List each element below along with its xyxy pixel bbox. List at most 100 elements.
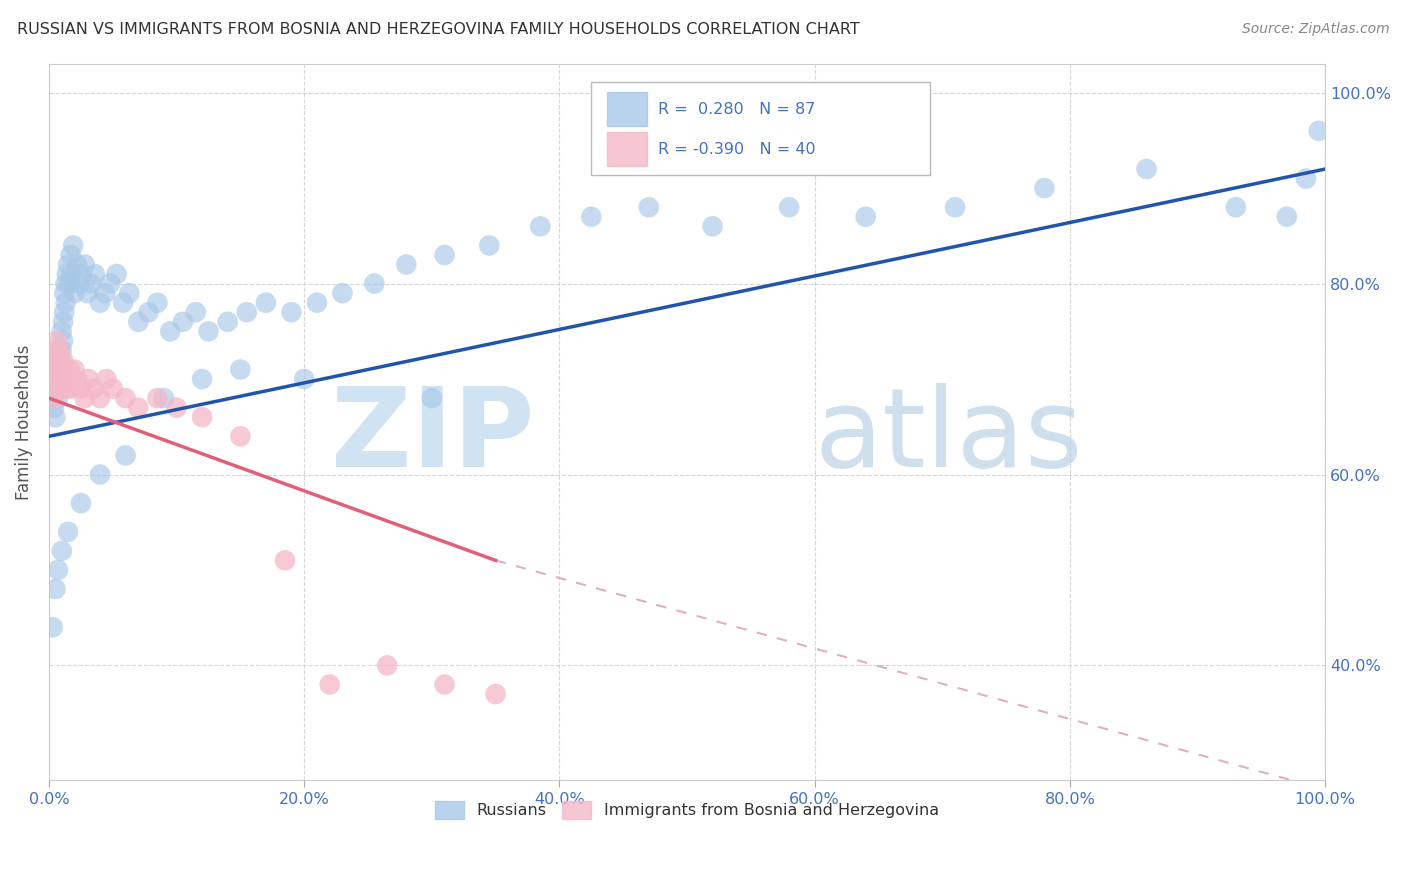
Point (51, 343, 73, 358)
Point (89, 467, 111, 482)
Point (146, 391, 169, 405)
Point (56, 267, 79, 281)
Point (73, 258, 96, 272)
Point (73, 391, 96, 405)
Bar (606, 132, 648, 167)
FancyBboxPatch shape (592, 82, 929, 175)
Point (55, 277, 77, 291)
Point (46, 563, 69, 577)
Point (69, 277, 91, 291)
Point (70, 382, 93, 396)
Point (56, 372, 79, 386)
Point (1033, 181, 1056, 195)
Point (80, 277, 103, 291)
Point (49, 382, 72, 396)
Point (42, 620, 65, 634)
Point (63, 362, 86, 376)
Point (42, 391, 65, 405)
Point (1225, 200, 1247, 214)
Point (146, 295, 169, 310)
Text: atlas: atlas (814, 383, 1083, 490)
Point (70, 267, 93, 281)
Point (44, 410, 66, 425)
Point (420, 391, 443, 405)
Point (433, 248, 456, 262)
Point (236, 305, 259, 319)
Point (42, 353, 65, 368)
Point (53, 286, 76, 301)
Point (254, 295, 277, 310)
Point (159, 324, 181, 338)
Point (89, 295, 111, 310)
Point (363, 277, 385, 291)
Point (46, 372, 69, 386)
Point (855, 210, 877, 224)
Point (42, 391, 65, 405)
Point (48, 382, 70, 396)
Point (138, 305, 160, 319)
Text: ZIP: ZIP (330, 383, 534, 490)
Point (274, 553, 297, 567)
Point (70, 496, 93, 510)
Point (319, 677, 342, 691)
Point (229, 429, 252, 443)
Point (127, 401, 149, 415)
Point (66, 258, 89, 272)
Point (114, 449, 136, 463)
Text: Source: ZipAtlas.com: Source: ZipAtlas.com (1241, 22, 1389, 37)
Point (217, 315, 239, 329)
Point (105, 267, 128, 281)
Point (191, 410, 214, 425)
Point (1135, 162, 1157, 177)
Point (56, 258, 79, 272)
Point (1295, 171, 1317, 186)
Point (98, 277, 121, 291)
Point (59, 382, 82, 396)
Point (42, 372, 65, 386)
Point (49, 372, 72, 386)
Point (305, 295, 328, 310)
Point (94, 286, 117, 301)
Point (127, 315, 149, 329)
Point (51, 324, 73, 338)
Point (485, 687, 508, 701)
Point (84, 267, 107, 281)
Point (96, 372, 118, 386)
Point (153, 391, 176, 405)
Point (58, 362, 80, 376)
Point (48, 362, 70, 376)
Point (395, 258, 418, 272)
Point (49, 362, 72, 376)
Point (191, 372, 214, 386)
Text: R =  0.280   N = 87: R = 0.280 N = 87 (658, 102, 815, 117)
Point (433, 677, 456, 691)
Point (45, 362, 67, 376)
Point (702, 219, 724, 234)
Point (44, 362, 66, 376)
Point (48, 343, 70, 358)
Point (118, 286, 141, 301)
Point (60, 267, 83, 281)
Point (1308, 124, 1330, 138)
Point (76, 286, 98, 301)
Point (184, 305, 207, 319)
Point (166, 401, 188, 415)
Text: R = -0.390   N = 40: R = -0.390 N = 40 (658, 142, 815, 157)
Legend: Russians, Immigrants from Bosnia and Herzegovina: Russians, Immigrants from Bosnia and Her… (429, 795, 945, 826)
Point (83, 382, 105, 396)
Point (943, 200, 966, 214)
Point (46, 353, 69, 368)
Point (60, 372, 83, 386)
Point (197, 324, 219, 338)
Point (77, 372, 100, 386)
Bar (606, 92, 648, 127)
Point (48, 343, 70, 358)
Point (55, 362, 77, 376)
Point (55, 295, 77, 310)
Point (292, 372, 315, 386)
Point (62, 238, 84, 252)
Point (111, 295, 134, 310)
Point (52, 353, 75, 368)
Point (53, 372, 76, 386)
Point (229, 362, 252, 376)
